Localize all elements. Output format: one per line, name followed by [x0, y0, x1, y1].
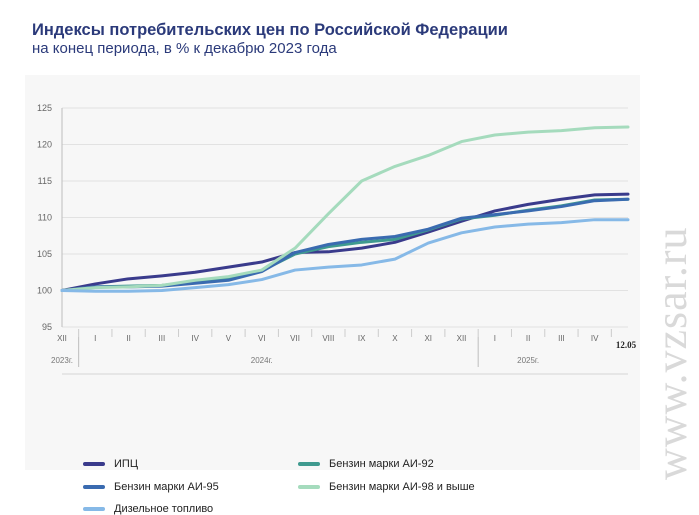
x-tick-label: XII	[57, 334, 67, 343]
year-label: 2024г.	[251, 356, 273, 365]
y-tick-label: 95	[42, 322, 52, 332]
chart-subtitle: на конец периода, в % к декабрю 2023 год…	[32, 40, 337, 57]
y-tick-label: 115	[38, 176, 52, 186]
x-tick-label: I	[94, 334, 96, 343]
x-tick-label: III	[558, 334, 565, 343]
legend-item: Бензин марки АИ-95	[83, 481, 219, 493]
x-tick-label: XII	[457, 334, 467, 343]
chart-title: Индексы потребительских цен по Российско…	[32, 21, 508, 39]
x-tick-label: 12.05	[616, 340, 637, 350]
legend-swatch	[83, 507, 105, 511]
chart-panel: 95 100 105 110 115 120 125 XII I II III IV V VI VII VII…	[25, 75, 640, 515]
x-tick-label: VII	[290, 334, 300, 343]
legend-label: ИПЦ	[114, 458, 138, 470]
legend-item: Бензин марки АИ-92	[298, 458, 434, 470]
x-tick-label: IV	[591, 334, 599, 343]
legend-label: Дизельное топливо	[114, 503, 214, 515]
legend-label: Бензин марки АИ-95	[114, 481, 219, 493]
x-tick-label: IX	[358, 334, 366, 343]
legend-swatch	[298, 485, 320, 489]
x-tick-label: II	[126, 334, 130, 343]
watermark: www.vzsar.ru	[647, 226, 696, 480]
x-tick-label: XI	[424, 334, 432, 343]
series-line	[60, 192, 630, 292]
x-tick-label: IV	[191, 334, 199, 343]
x-tick-label: VIII	[322, 334, 334, 343]
y-tick-label: 125	[37, 103, 52, 113]
x-tick-label: VI	[258, 334, 266, 343]
y-tick-label: 110	[38, 213, 52, 223]
series-line	[60, 125, 630, 292]
legend-swatch	[298, 462, 320, 466]
series-line	[60, 218, 630, 293]
year-label: 2025г.	[517, 356, 539, 365]
legend-label: Бензин марки АИ-92	[329, 458, 434, 470]
y-tick-label: 105	[37, 249, 52, 259]
legend-item: Бензин марки АИ-98 и выше	[298, 481, 475, 493]
legend-swatch	[83, 462, 105, 466]
y-tick-label: 100	[37, 286, 52, 296]
x-tick-label: X	[392, 334, 398, 343]
x-tick-label: II	[526, 334, 530, 343]
year-label: 2023г.	[51, 356, 73, 365]
y-tick-label: 120	[37, 140, 52, 150]
x-tick-label: I	[494, 334, 496, 343]
legend-item: Дизельное топливо	[83, 503, 213, 515]
legend-swatch	[83, 485, 105, 489]
legend-label: Бензин марки АИ-98 и выше	[329, 481, 475, 493]
x-tick-label: V	[226, 334, 232, 343]
x-tick-label: III	[159, 334, 166, 343]
legend-item: ИПЦ	[83, 458, 138, 470]
